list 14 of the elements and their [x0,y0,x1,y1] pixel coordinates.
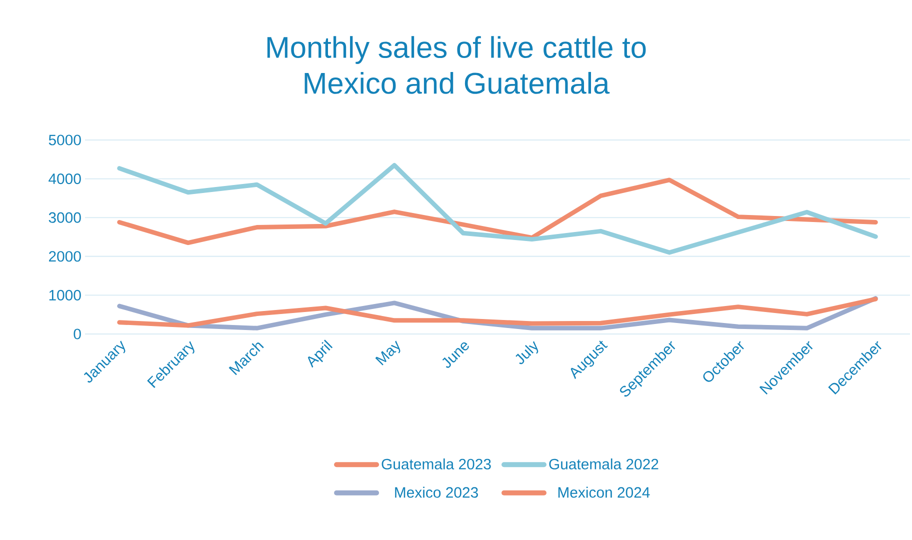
x-tick-label: July [516,341,538,364]
y-tick-label: 3000 [48,212,81,223]
line-series [117,178,878,246]
x-tick-label: May [375,340,400,366]
legend-label: Guatemala 2023 [382,458,491,470]
legend-label: Mexicon 2024 [558,486,650,498]
legend-label: Mexico 2023 [395,486,478,498]
y-tick-label: 0 [74,328,81,340]
y-tick-label: 1000 [49,290,81,300]
chart-title: Monthly sales of live cattle to Mexico and Guatemala [267,36,646,94]
y-tick-label: 4000 [48,173,81,184]
y-tick-label: 2000 [48,251,81,262]
y-tick-label: 5000 [48,134,81,146]
legend-label: Guatemala 2022 [549,458,658,470]
